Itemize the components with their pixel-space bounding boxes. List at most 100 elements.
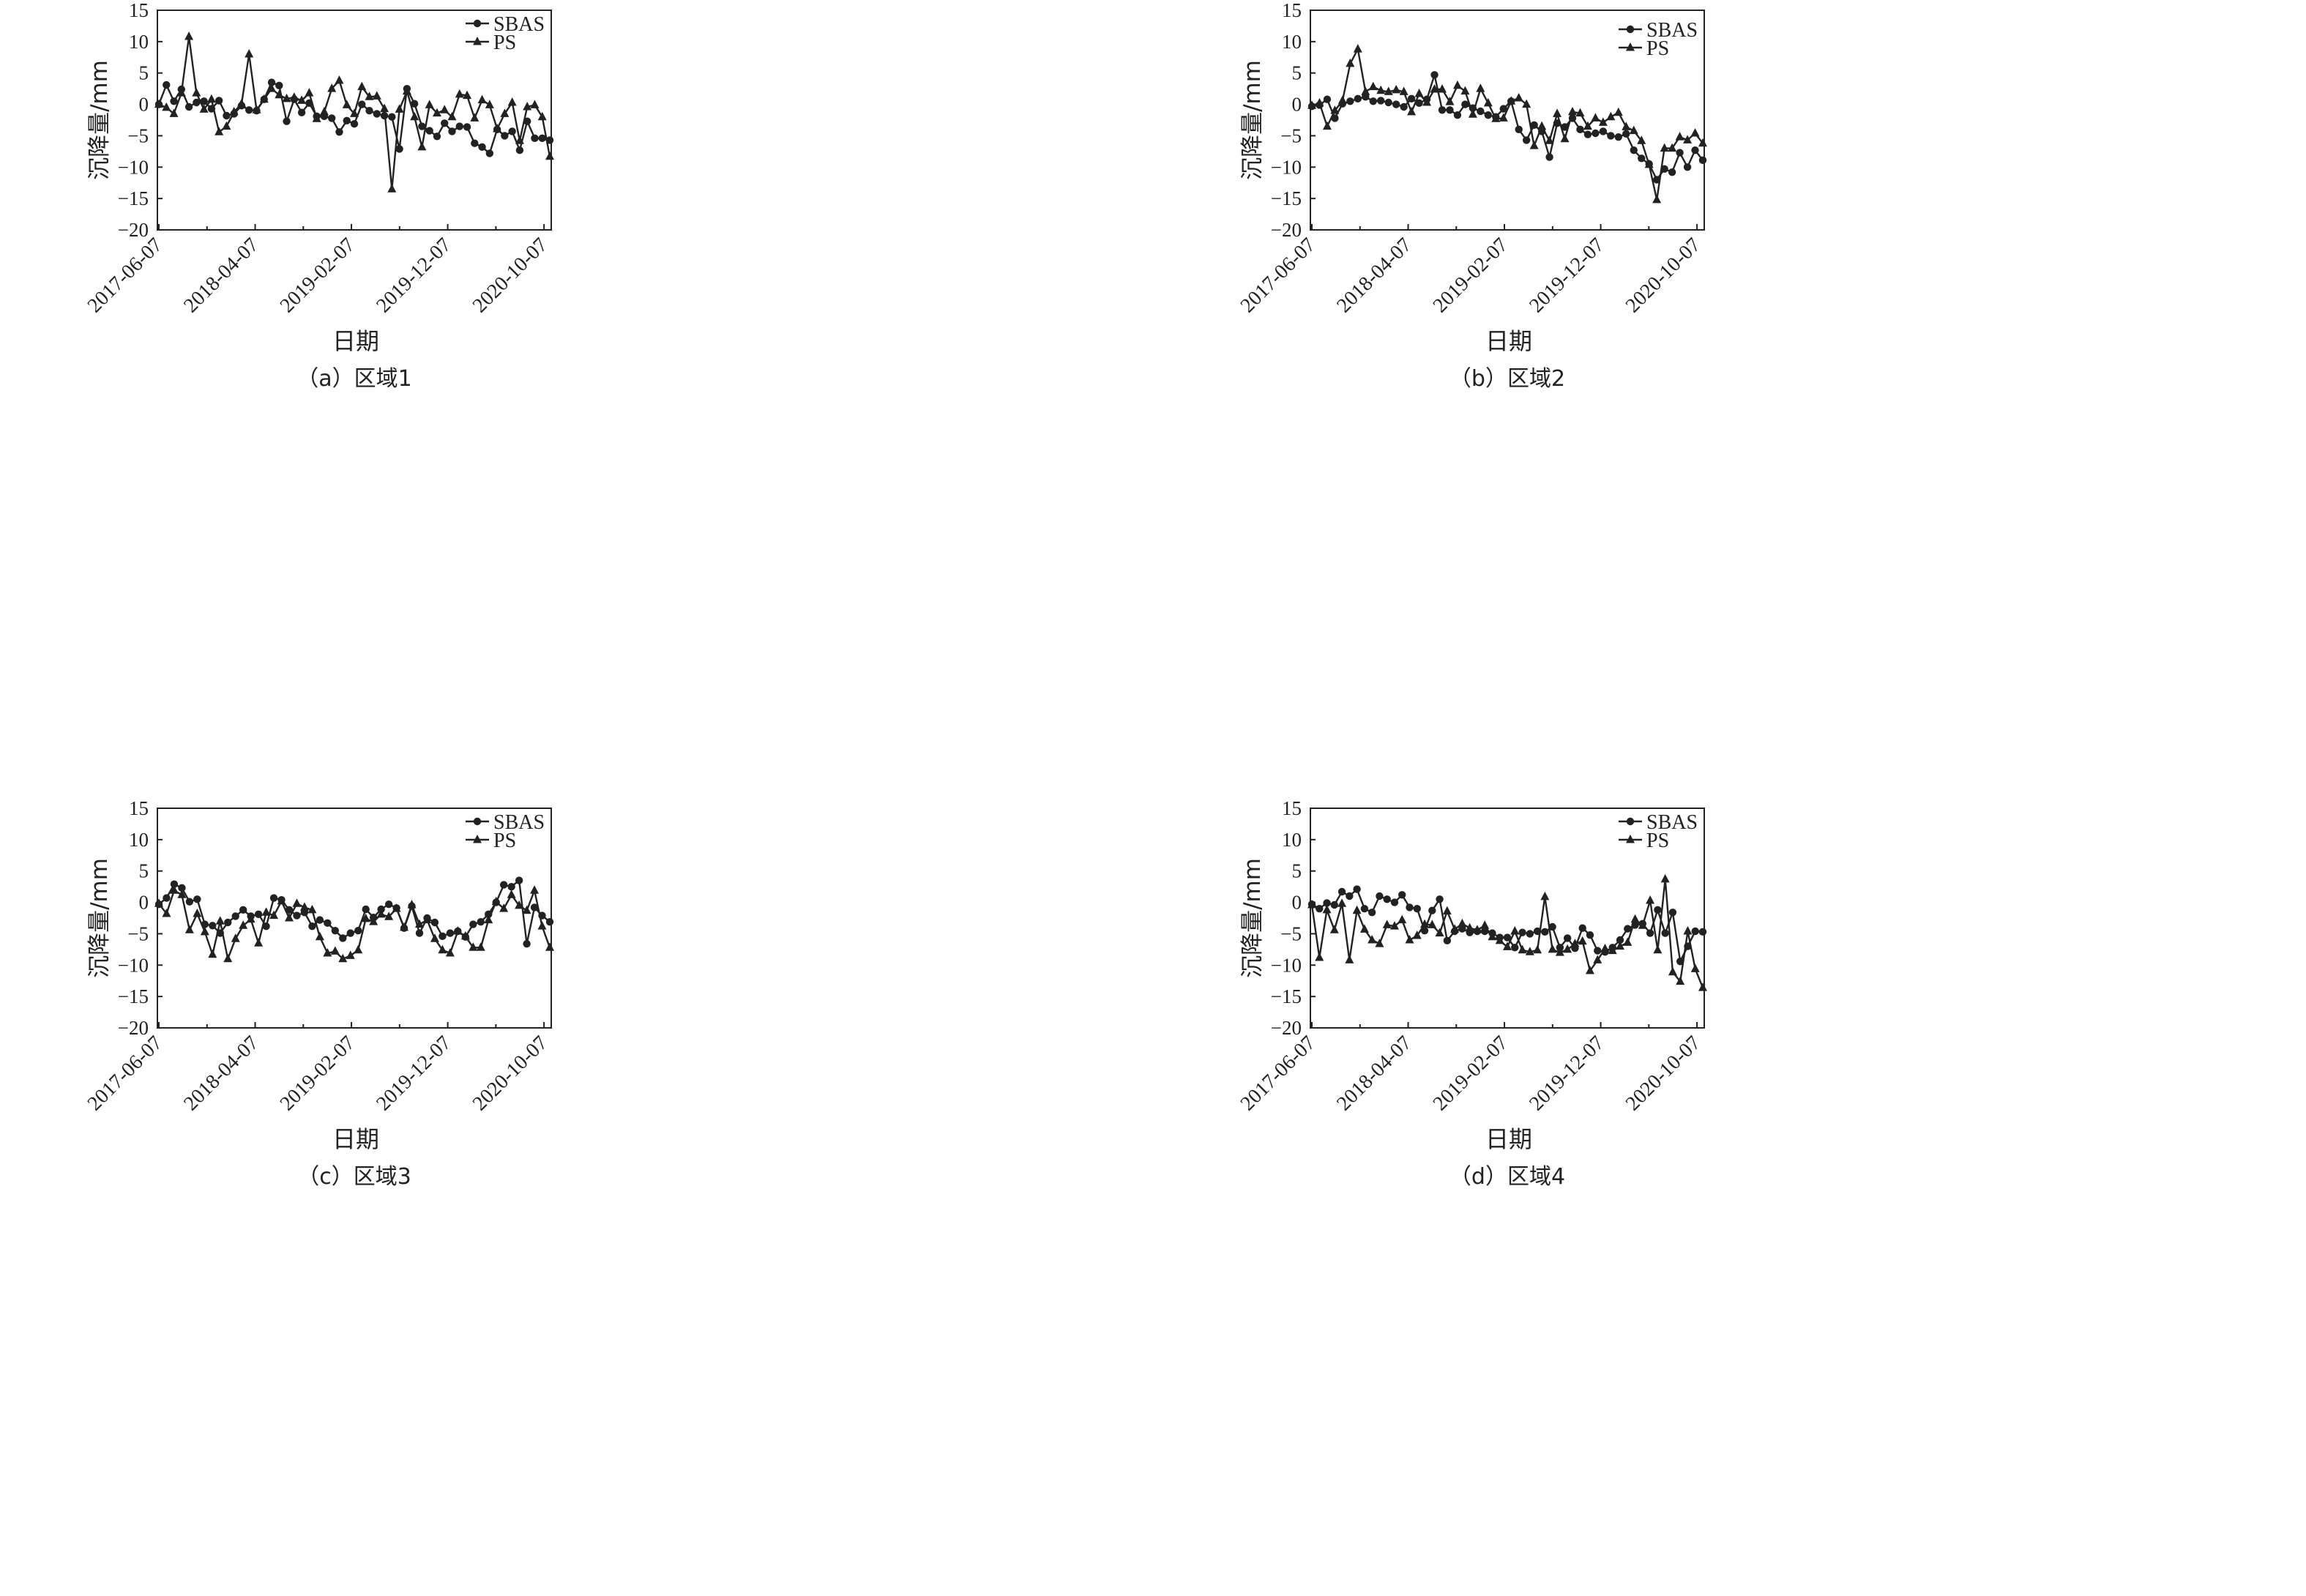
sbas-point [1652, 176, 1661, 184]
sbas-point [335, 128, 343, 136]
sbas-point [1511, 944, 1519, 952]
sbas-point [1413, 904, 1421, 913]
sbas-point [1522, 136, 1531, 144]
ps-point [1465, 922, 1474, 932]
ps-point [1376, 85, 1386, 94]
ps-point [1675, 132, 1684, 141]
ps-point [415, 919, 424, 928]
ps-point [530, 100, 540, 108]
ps-point [1405, 935, 1414, 944]
sbas-point [293, 911, 301, 920]
ps-point [277, 895, 286, 905]
ps-point [1600, 944, 1610, 952]
chart-panel-d: 15 10 5 0 −5 −10 −15 −20 2017-06-07 2018-04-07 20… [1153, 798, 2306, 1596]
ps-point [1690, 128, 1700, 137]
ps-point [1510, 926, 1520, 935]
ps-point [545, 151, 554, 160]
ps-point [507, 890, 516, 898]
sbas-point [507, 882, 515, 891]
sbas-point [485, 910, 493, 919]
y-tick-label: −10 [118, 156, 149, 178]
ps-point [1468, 109, 1477, 118]
ps-point [515, 900, 524, 909]
sbas-point [430, 918, 439, 927]
ps-point [1623, 937, 1633, 946]
ps-point [1337, 898, 1347, 907]
ps-point [400, 922, 409, 931]
sbas-point [1369, 97, 1377, 105]
sbas-point [1518, 928, 1526, 936]
sbas-point [471, 139, 479, 147]
ps-point [335, 75, 344, 84]
ps-point [395, 104, 404, 113]
ps-point [1353, 44, 1362, 53]
ps-point [1384, 86, 1393, 95]
sbas-point [275, 81, 283, 90]
ps-point [354, 944, 363, 954]
ps-point [380, 103, 389, 113]
ps-point [346, 950, 355, 959]
ps-point [252, 105, 261, 113]
ps-point [285, 913, 294, 922]
sbas-point [1360, 904, 1369, 913]
sbas-point [193, 895, 201, 903]
sbas-point [1392, 100, 1400, 108]
ps-point [169, 885, 179, 894]
ps-point [319, 106, 329, 116]
x-tick-label: 2017-06-07 [83, 1032, 167, 1115]
ps-point [350, 108, 359, 117]
ps-point [1638, 920, 1647, 929]
x-tick-label: 2018-04-07 [1332, 234, 1416, 317]
y-tick-label: 10 [1282, 31, 1302, 53]
x-tick-label: 2019-02-07 [276, 234, 359, 317]
ps-point [422, 914, 432, 924]
y-tick-label: −20 [118, 1017, 149, 1039]
ps-point [1450, 924, 1460, 933]
sbas-point [350, 119, 359, 128]
ps-point [1430, 84, 1439, 93]
ps-point [417, 141, 427, 151]
sbas-point [1668, 168, 1676, 176]
ps-point [1322, 904, 1332, 914]
sbas-point [1383, 895, 1391, 903]
sbas-point [200, 97, 208, 105]
sbas-point [283, 117, 291, 125]
series-line-ps [1310, 879, 1704, 988]
legend-label: PS [493, 31, 516, 54]
x-tick-label: 2019-02-07 [1429, 234, 1512, 317]
y-tick-label: −20 [1271, 219, 1302, 241]
ps-point [282, 93, 291, 102]
ps-point [1525, 947, 1534, 955]
sbas-point [184, 102, 193, 111]
ps-point [162, 909, 171, 917]
ps-point [208, 949, 217, 958]
ps-point [1690, 963, 1700, 972]
ps-point [1422, 97, 1432, 106]
sbas-point [388, 113, 396, 121]
x-tick-label: 2019-02-07 [276, 1032, 359, 1115]
sbas-point [1684, 942, 1692, 950]
legend-label: SBAS [493, 13, 545, 36]
sbas-point [170, 880, 179, 888]
ps-point [407, 900, 417, 909]
sbas-point [354, 926, 362, 935]
ps-point [1375, 939, 1384, 947]
y-tick-label: −15 [1271, 985, 1302, 1007]
sbas-point [515, 876, 523, 884]
legend-label: SBAS [1646, 811, 1698, 834]
ps-point [231, 933, 240, 942]
ps-point [537, 111, 547, 121]
sbas-point [1545, 153, 1553, 161]
sbas-point [1330, 900, 1339, 909]
chart-panel-a: 15 10 5 0 −5 −10 −15 −20 2017-06-07 2018-04-07 20… [0, 0, 1153, 798]
ps-point [1476, 83, 1485, 92]
sbas-point [1446, 106, 1454, 114]
ps-point [545, 942, 554, 951]
ps-point [1698, 138, 1707, 147]
sbas-point [267, 78, 276, 86]
ps-point [269, 910, 279, 920]
sbas-point [1683, 163, 1692, 171]
legend-marker-circle [1626, 25, 1635, 34]
